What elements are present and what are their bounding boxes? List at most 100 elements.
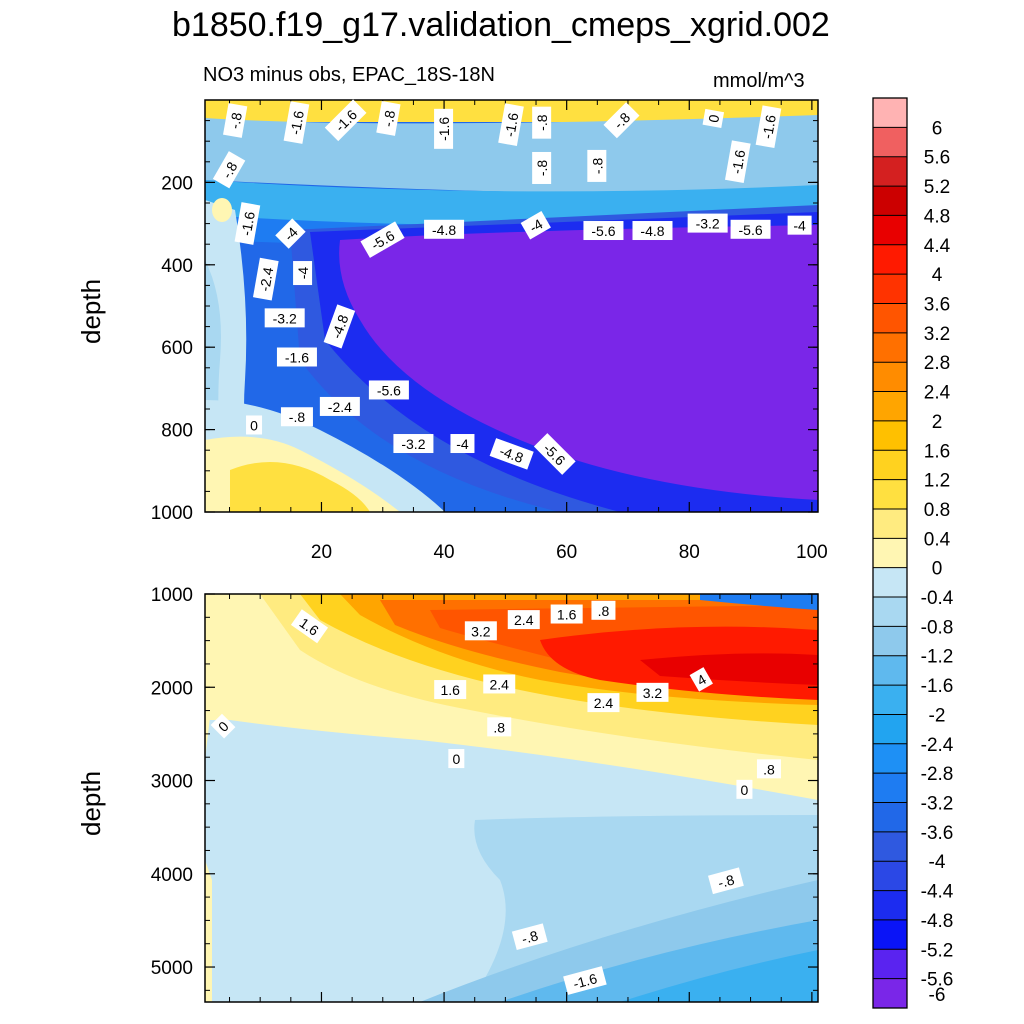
contour-label: -1.6: [724, 140, 751, 184]
upper-panel: 20 40 60 80 100 200 400 600 800 1000 -.8 -1.6 -1.6…: [151, 99, 828, 563]
contour-label: 3.2: [464, 621, 497, 641]
contour-label-bg: [275, 218, 306, 249]
colorbar-label: 2: [932, 412, 943, 433]
contour-label-bg: [507, 610, 540, 630]
colorbar-swatch: [873, 508, 907, 539]
upper-x-ticks: 20 40 60 80 100: [229, 100, 828, 563]
colorbar-swatch: [873, 919, 907, 950]
colorbar-swatch: [873, 332, 907, 363]
colorbar-label: 5.2: [924, 177, 950, 198]
colorbar-label: -0.8: [921, 617, 954, 638]
lower-ytick-label: 4000: [151, 865, 193, 886]
contour-label-text: -.8: [534, 160, 550, 177]
upper-ytick-label: 600: [161, 338, 193, 359]
contour-label-text: -4.8: [432, 222, 456, 238]
colorbar-swatch: [873, 420, 907, 451]
contour-label-text: -2.4: [256, 266, 276, 293]
upper-ytick-label: 400: [161, 256, 193, 277]
contour-label-text: -.8: [589, 158, 605, 175]
contour-label-text: -1.6: [759, 113, 779, 140]
upper-yellow-spot: [212, 198, 232, 222]
colorbar-swatch: [873, 890, 907, 921]
colorbar-label: -1.6: [921, 676, 954, 697]
contour-label: -.8: [708, 867, 744, 895]
upper-purple-core: [339, 225, 818, 500]
contour-label-bg: [280, 407, 313, 427]
contour-label: -4: [520, 210, 551, 240]
colorbar-label: -3.6: [921, 823, 954, 844]
contour-label-text: .8: [598, 603, 610, 619]
upper-ytick-label: 200: [161, 173, 193, 194]
contour-label: -4: [275, 218, 306, 249]
contour-label-bg: [550, 604, 583, 624]
colorbar-label: 4.8: [924, 206, 950, 227]
contour-label-text: -.8: [520, 927, 540, 947]
contour-label: -1.6: [276, 347, 317, 367]
contour-label-bg: [702, 108, 725, 128]
contour-label-bg: [687, 213, 728, 233]
contour-label: -5.6: [730, 219, 771, 239]
contour-label-bg: [563, 966, 607, 995]
contour-label-text: .8: [763, 761, 775, 777]
contour-label: 1.6: [434, 680, 467, 700]
contour-label-bg: [603, 102, 640, 139]
contour-label: 0: [736, 779, 753, 799]
contour-label-bg: [212, 151, 246, 189]
colorbar-label: 3.6: [924, 294, 950, 315]
upper-shallow-band: [205, 115, 818, 194]
colorbar-swatch: [873, 714, 907, 745]
contour-label: .8: [591, 600, 616, 620]
contour-label: -.8: [532, 151, 552, 184]
lower-frame: [204, 593, 819, 1003]
contour-label-bg: [587, 693, 620, 713]
contour-label: -.8: [280, 407, 313, 427]
chart-title: b1850.f19_g17.validation_cmeps_xgrid.002: [172, 6, 830, 44]
colorbar: 6 5.6 5.2 4.8 4.4 4 3.6 3.2 2.8 2.4 2 1.6 1.2 0.8 0.4 0…: [872, 97, 954, 1009]
contour-label-text: -.8: [716, 871, 736, 891]
contour-label-text: -4: [793, 218, 806, 234]
contour-label-text: -1.6: [502, 111, 522, 138]
colorbar-swatch: [873, 98, 907, 128]
contour-label: -5.6: [368, 380, 409, 400]
contour-label-text: -4.8: [497, 443, 525, 466]
contour-label-bg: [583, 221, 624, 241]
colorbar-swatch: [873, 186, 907, 216]
contour-label-text: 0: [705, 113, 722, 124]
upper-xtick-label: 100: [796, 542, 828, 563]
colorbar-swatch: [873, 831, 907, 862]
colorbar-label: -6: [929, 985, 946, 1006]
lower-ytick-label: 1000: [151, 585, 193, 606]
contour-label-bg: [324, 99, 367, 142]
upper-ytick-label: 800: [161, 421, 193, 442]
contour-label-bg: [434, 680, 467, 700]
colorbar-swatch: [873, 743, 907, 774]
colorbar-swatch: [873, 861, 907, 892]
contour-label-bg: [520, 210, 551, 240]
contour-label-text: -1.6: [728, 148, 748, 175]
units-label: mmol/m^3: [713, 70, 805, 92]
contour-label-bg: [787, 215, 812, 235]
contour-label: -2.4: [319, 396, 360, 416]
colorbar-swatch: [873, 215, 907, 246]
colorbar-swatch: [873, 597, 907, 627]
contour-label-bg: [323, 304, 356, 349]
contour-label-text: -3.2: [401, 436, 425, 452]
contour-label-bg: [368, 380, 409, 400]
contour-label-bg: [450, 434, 475, 454]
contour-label-text: 3.2: [643, 685, 663, 701]
contour-label: -.8: [376, 101, 401, 136]
contour-label-bg: [483, 674, 516, 694]
contour-label: -4.8: [424, 219, 465, 239]
colorbar-swatch: [873, 538, 907, 569]
contour-label: -3.2: [393, 434, 434, 454]
colorbar-label: -2.8: [921, 764, 954, 785]
contour-label-text: 1.6: [557, 607, 577, 623]
contour-label: -.8: [587, 149, 607, 182]
contour-label-bg: [283, 101, 310, 144]
contour-label-text: -1.6: [436, 117, 452, 141]
colorbar-label: 4.4: [924, 236, 951, 257]
contour-label: -1.6: [755, 105, 782, 149]
lower-ytick-label: 5000: [151, 958, 193, 979]
colorbar-swatch: [873, 274, 907, 304]
